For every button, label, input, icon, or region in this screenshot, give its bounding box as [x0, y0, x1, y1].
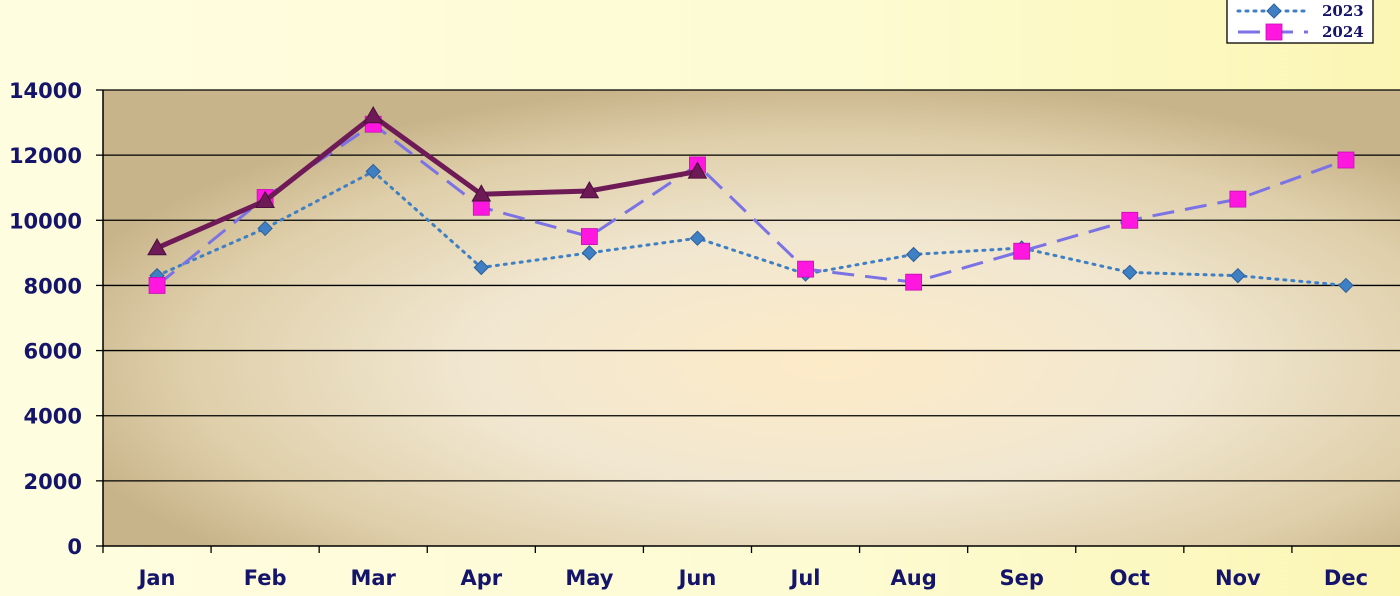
legend-marker [1266, 3, 1282, 19]
legend-box [1226, 0, 1374, 44]
y-tick-label: 10000 [9, 209, 82, 233]
data-point [579, 180, 600, 199]
data-point [473, 259, 489, 276]
data-point [581, 245, 598, 261]
axes [96, 89, 1400, 553]
y-tick-label: 6000 [24, 340, 82, 364]
x-tick-label: May [565, 566, 613, 590]
x-tick-labels: Jan Feb Mar Apr May Jun Jul Aug Sep Oct Nov Dec [137, 566, 1368, 590]
data-point [147, 237, 167, 256]
data-point [255, 190, 275, 208]
x-tick-label: Aug [891, 566, 937, 590]
x-tick-label: Sep [1000, 566, 1044, 590]
x-tick-label: Jan [137, 566, 176, 590]
data-point [257, 220, 273, 237]
gridlines [103, 89, 1400, 482]
data-point [471, 184, 492, 202]
data-point [687, 161, 708, 179]
y-tick-label: 8000 [24, 274, 82, 298]
data-point [1122, 264, 1138, 281]
data-point [1337, 151, 1355, 169]
legend-label: 2023 [1322, 2, 1364, 20]
y-tick-label: 4000 [24, 405, 82, 429]
data-point [689, 230, 706, 246]
data-point [1338, 277, 1354, 294]
data-point [905, 246, 922, 263]
series-line [155, 169, 1348, 287]
data-point [1230, 267, 1246, 284]
y-tick-label: 14000 [9, 79, 82, 103]
data-point [905, 273, 923, 291]
data-point [1013, 242, 1031, 260]
x-tick-label: Mar [350, 566, 396, 590]
series-2024 [148, 115, 1355, 294]
y-tick-labels: 0 2000 4000 6000 8000 10000 12000 14000 [9, 79, 82, 559]
plot-area [103, 90, 1400, 546]
series-line [156, 122, 1347, 287]
x-tick-label: Jul [789, 566, 821, 590]
series-line [156, 113, 698, 251]
data-point [365, 163, 381, 180]
x-tick-label: Nov [1215, 566, 1261, 590]
x-tick-label: Dec [1324, 566, 1368, 590]
x-tick-label: Jun [677, 566, 717, 590]
y-tick-label: 2000 [24, 470, 82, 494]
x-tick-label: Oct [1110, 566, 1150, 590]
y-tick-label: 0 [67, 535, 82, 559]
data-point [363, 106, 384, 124]
y-tick-label: 12000 [9, 144, 82, 168]
legend: 2023 2024 [1226, 0, 1374, 44]
series-group [147, 106, 1355, 294]
data-point [1121, 211, 1139, 229]
data-point [797, 260, 814, 278]
x-tick-label: Feb [244, 566, 287, 590]
data-point [1229, 190, 1247, 208]
data-point [472, 198, 490, 216]
series-line-3 [147, 106, 708, 256]
x-tick-label: Apr [460, 566, 502, 590]
data-point [580, 228, 598, 245]
legend-marker [1265, 23, 1283, 41]
legend-label: 2024 [1322, 23, 1364, 41]
data-point [148, 277, 166, 294]
